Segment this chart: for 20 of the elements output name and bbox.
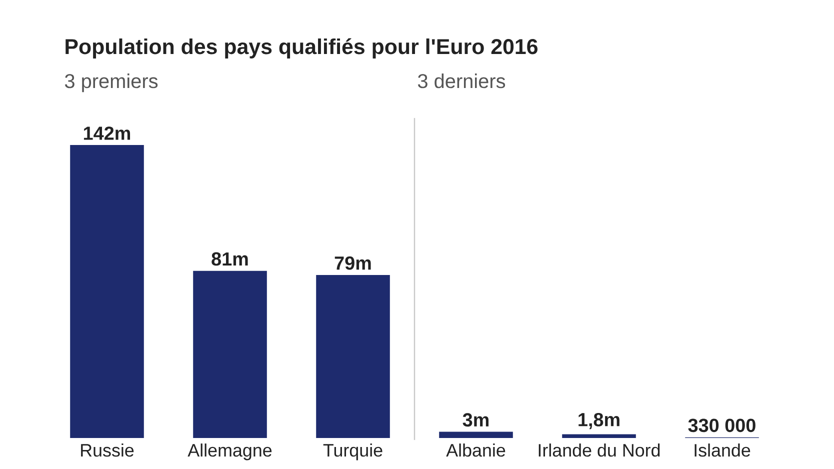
bar [70, 144, 144, 438]
bar [562, 434, 636, 438]
data-label: 330 000 [688, 418, 756, 432]
text: 3 derniers [418, 74, 506, 88]
chart-title: Population des pays qualifiés pour l'Euro 2016 [66, 38, 538, 58]
bar [439, 432, 513, 438]
x-tick-label: Irlande du Nord [538, 444, 660, 457]
x-tick-label: Islande [694, 444, 750, 457]
data-label: 1,8m [578, 412, 620, 430]
x-tick-label: Turquie [323, 444, 382, 460]
bar [193, 270, 267, 438]
data-label: 3m [462, 413, 489, 427]
data-label: 79m [334, 256, 371, 270]
x-tick-label: Russie [81, 444, 134, 457]
bar [316, 274, 390, 438]
data-label: 142m [84, 126, 130, 140]
x-tick-label: Albanie [446, 444, 506, 457]
data-label: 81m [212, 252, 248, 266]
x-tick-label: Allemagne [188, 444, 272, 460]
text: 3 premiers [64, 74, 158, 92]
